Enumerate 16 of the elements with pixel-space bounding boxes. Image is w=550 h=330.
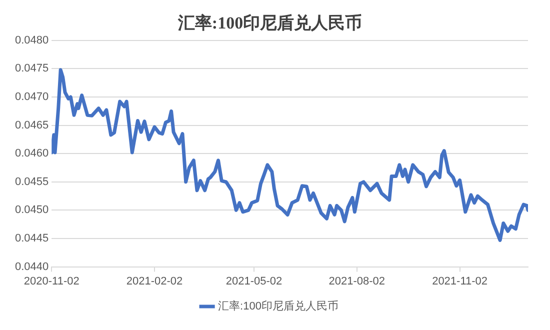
x-tick-label: 2020-11-02	[24, 275, 80, 288]
y-tick-label: 0.0470	[14, 91, 49, 104]
chart-title: 汇率:100印尼盾兑人民币	[176, 14, 362, 33]
x-tick-label: 2021-11-02	[432, 275, 488, 288]
y-tick-label: 0.0460	[14, 148, 49, 160]
y-tick-label: 0.0445	[14, 232, 49, 245]
x-tick-label: 2021-08-02	[328, 275, 386, 288]
y-tick-label: 0.0475	[14, 62, 49, 75]
y-tick-label: 0.0465	[14, 119, 49, 132]
x-tick-label: 2021-05-02	[226, 275, 282, 288]
y-tick-label: 0.0450	[14, 204, 49, 216]
y-tick-label: 0.0440	[14, 260, 49, 273]
y-tick-label: 0.0455	[14, 176, 49, 188]
legend-label: 汇率:100印尼盾兑人民币	[218, 300, 338, 313]
y-tick-label: 0.0480	[14, 34, 49, 46]
x-tick-label: 2021-02-02	[126, 275, 183, 288]
